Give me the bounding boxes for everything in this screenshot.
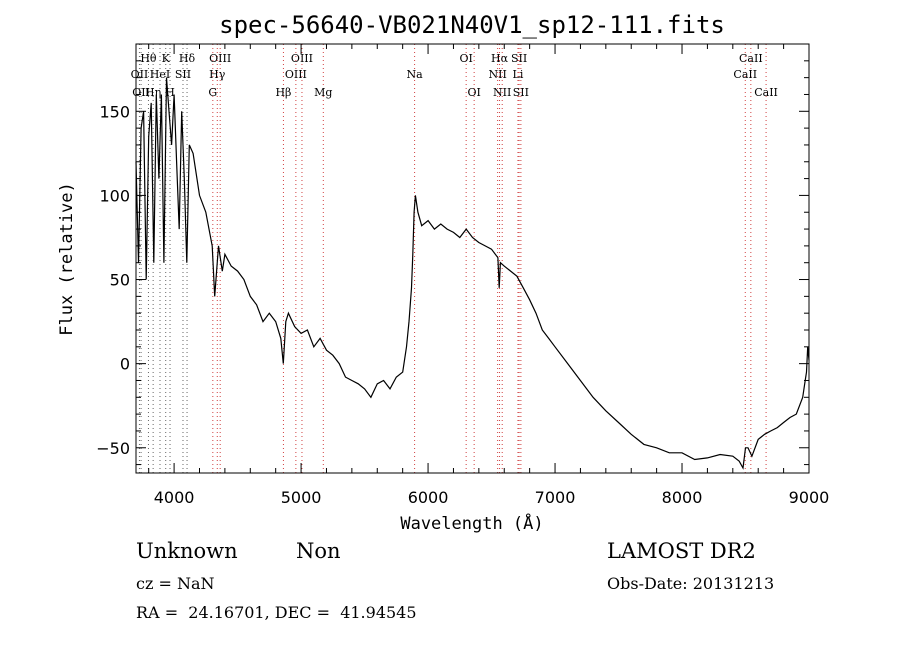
object-subclass-label: Non [296,539,341,563]
x-tick-label: 6000 [408,488,449,507]
spectral-line-markers [138,44,767,473]
coordinates-label: RA = 24.16701, DEC = 41.94545 [136,603,417,622]
spectral-line-label: SII [513,86,529,99]
spectral-line-label: OIII [285,68,307,81]
spectral-line-label: OII [132,86,150,99]
x-tick-label: 4000 [154,488,195,507]
spectral-line-label: G [208,86,217,99]
y-tick-label: 100 [99,186,130,205]
spectral-line-label: CaII [733,68,757,81]
spectral-line-label: Li [513,68,524,81]
x-axis-ticks: 4000 5000 6000 7000 8000 9000 [148,44,830,507]
spectral-line-label: Hη [145,86,161,99]
x-tick-label: 9000 [789,488,830,507]
x-tick-label: 8000 [662,488,703,507]
spectral-line-label: Na [407,68,424,81]
spectral-line-label: K [162,52,171,65]
y-axis-label: Flux (relative) [57,182,77,336]
spectral-line-label: Hδ [179,52,196,65]
redshift-label: cz = NaN [136,574,215,593]
spectrum-series-line [135,77,810,470]
spectral-line-label: Mg [314,86,332,99]
object-class-label: Unknown [136,539,238,563]
x-tick-label: 7000 [535,488,576,507]
spectral-line-label: Hβ [275,86,291,99]
plot-frame [135,43,810,474]
x-axis-label: Wavelength (Å) [400,512,543,534]
spectral-line-label: SII [175,68,191,81]
x-tick-label: 5000 [281,488,322,507]
spectral-line-label: H [165,86,175,99]
spectral-line-label: CaII [739,52,763,65]
obs-date-label: Obs-Date: 20131213 [607,574,775,593]
spectral-line-label: Hα [491,52,509,65]
spectral-line-label: Hγ [209,68,226,81]
y-tick-label: 0 [120,355,130,374]
spectral-line-label: NII [493,86,511,99]
spectral-line-label: OII [131,68,149,81]
chart-title: spec-56640-VB021N40V1_sp12-111.fits [219,11,725,39]
y-tick-label: 50 [110,271,130,290]
spectral-line-label: OI [459,52,472,65]
y-axis-ticks: −50 0 50 100 150 [96,60,809,466]
y-tick-label: 150 [99,102,130,121]
spectral-line-label: OIII [291,52,313,65]
spectral-line-label: OIII [209,52,231,65]
spectral-line-label: CaII [754,86,778,99]
spectral-line-label: HeI [150,68,170,81]
spectral-line-label: Hθ [140,52,157,65]
survey-label: LAMOST DR2 [607,539,756,563]
spectral-line-label: SII [511,52,527,65]
spectral-line-label: NII [488,68,506,81]
spectral-line-label: OI [467,86,480,99]
y-tick-label: −50 [96,439,130,458]
